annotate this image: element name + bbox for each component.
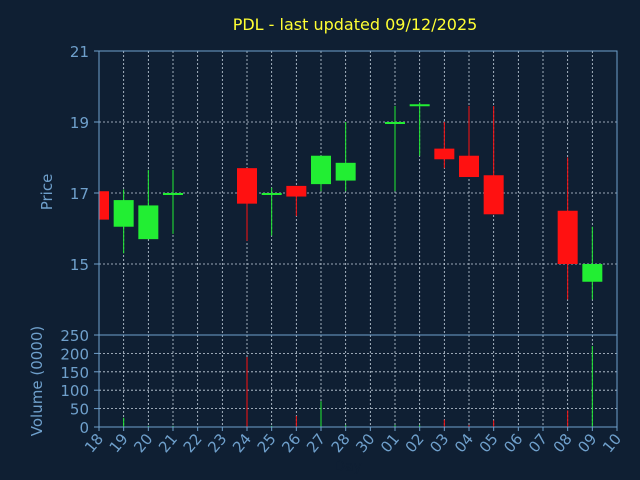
day-axis-label: Day (334, 459, 362, 475)
day-tick-label: 25 (254, 430, 280, 456)
candle-body-28 (335, 162, 356, 181)
volume-tick-label: 50 (70, 401, 89, 419)
day-tick-label: 02 (402, 430, 428, 456)
day-tick-label: 20 (130, 430, 156, 456)
day-tick-label: 24 (229, 430, 255, 456)
candle-body-26 (286, 185, 307, 197)
day-tick-label: 10 (599, 430, 625, 456)
candle-body-27 (311, 155, 331, 185)
candle-body-03 (434, 148, 455, 160)
candle-body-09 (582, 264, 603, 282)
day-tick-label: 22 (180, 430, 206, 456)
candle-body-08 (557, 210, 578, 264)
day-tick-label: 27 (303, 430, 329, 456)
day-tick-label: 06 (500, 430, 526, 456)
volume-tick-label: 250 (60, 327, 89, 345)
day-tick-label: 09 (574, 430, 600, 456)
volume-tick-label: 100 (60, 382, 89, 400)
candle-body-18 (99, 191, 109, 220)
volume-tick-label: 150 (60, 364, 89, 382)
price-axis-label: Price (38, 174, 56, 211)
day-tick-label: 19 (106, 430, 132, 456)
candle-body-24 (237, 168, 257, 204)
day-tick-label: 26 (278, 430, 304, 456)
day-tick-label: 03 (426, 430, 452, 456)
candle-body-19 (113, 200, 134, 227)
day-tick-label: 07 (525, 430, 551, 456)
candle-body-02 (409, 104, 430, 107)
price-tick-label: 17 (70, 185, 89, 203)
chart-title: PDL - last updated 09/12/2025 (233, 15, 478, 34)
price-tick-label: 15 (70, 256, 89, 274)
volume-tick-label: 200 (60, 345, 89, 363)
candle-body-04 (459, 155, 479, 178)
candle-body-01 (385, 122, 405, 124)
day-tick-label: 21 (155, 430, 181, 456)
volume-tick-label: 0 (79, 419, 89, 437)
price-tick-label: 19 (70, 114, 89, 132)
candle-body-20 (138, 205, 159, 240)
candle-body-05 (483, 175, 504, 215)
day-tick-label: 04 (451, 430, 477, 456)
day-tick-label: 05 (476, 430, 502, 456)
candle-body-25 (261, 193, 282, 195)
day-tick-label: 28 (328, 430, 354, 456)
price-tick-label: 21 (70, 43, 89, 61)
day-tick-label: 01 (377, 430, 403, 456)
volume-axis-label: Volume (0000) (28, 326, 46, 436)
volume-panel-frame (98, 334, 618, 428)
day-tick-label: 08 (550, 430, 576, 456)
day-tick-label: 30 (352, 430, 378, 456)
day-tick-label: 23 (204, 430, 230, 456)
candle-body-21 (163, 193, 183, 195)
